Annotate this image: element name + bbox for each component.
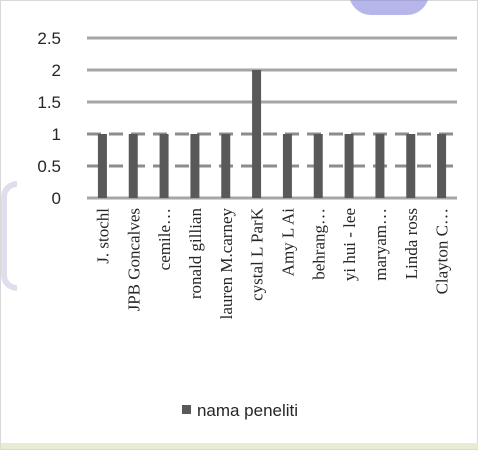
x-tick-label: cemile… <box>155 208 174 270</box>
bar <box>128 134 138 198</box>
bar <box>437 134 447 198</box>
x-tick-label: maryam… <box>371 208 390 281</box>
x-tick-label: JPB Goncalves <box>124 208 143 311</box>
x-tick-label: Clayton C… <box>433 208 452 294</box>
bar <box>190 134 200 198</box>
background-decoration <box>1 181 17 291</box>
y-tick-label: 0 <box>52 189 61 208</box>
background-decoration <box>349 0 429 15</box>
bar <box>282 134 292 198</box>
x-tick-label: Amy L Ai <box>278 208 297 277</box>
x-tick-label: Linda ross <box>402 208 421 279</box>
y-tick-label: 1 <box>52 125 61 144</box>
x-tick-label: cystal L ParK <box>248 207 267 301</box>
y-tick-label: 1.5 <box>37 93 61 112</box>
y-tick-label: 0.5 <box>37 157 61 176</box>
x-tick-label: yi hui - lee <box>340 208 359 281</box>
x-tick-label: ronald gillian <box>186 208 205 300</box>
bar <box>97 134 107 198</box>
bar <box>406 134 416 198</box>
bar <box>313 134 323 198</box>
x-tick-label: lauren M.carney <box>217 208 236 320</box>
bar <box>252 70 262 198</box>
background-strip <box>1 443 478 449</box>
bar <box>221 134 231 198</box>
legend: nama peneliti <box>1 401 478 421</box>
legend-label: nama peneliti <box>196 401 299 420</box>
y-tick-label: 2.5 <box>37 29 61 48</box>
bar <box>344 134 354 198</box>
y-tick-label: 2 <box>52 61 61 80</box>
x-tick-label: J. stochl <box>93 208 112 264</box>
bar <box>159 134 169 198</box>
legend-swatch <box>181 405 191 415</box>
bar <box>375 134 385 198</box>
x-tick-label: behrang… <box>309 208 328 280</box>
